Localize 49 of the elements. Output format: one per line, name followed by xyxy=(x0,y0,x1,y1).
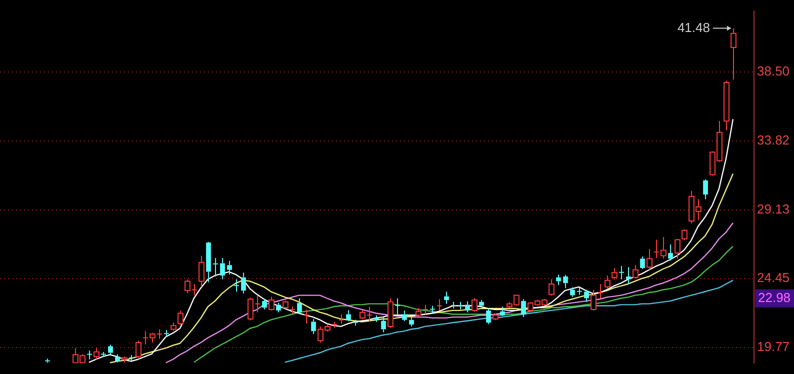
candlestick xyxy=(220,257,225,280)
candlestick xyxy=(458,301,464,310)
candlestick xyxy=(563,274,568,289)
candlestick xyxy=(430,305,436,314)
candlestick xyxy=(402,310,407,322)
candlestick xyxy=(668,244,673,261)
y-tick-label: 33.82 xyxy=(757,132,790,148)
candlestick xyxy=(598,283,604,299)
candlestick xyxy=(626,266,631,284)
y-tick-label: 19.77 xyxy=(757,338,790,354)
candlestick xyxy=(86,350,92,360)
candlestick xyxy=(262,298,267,310)
candlestick xyxy=(227,260,232,276)
y-tick-label: 29.13 xyxy=(757,201,790,216)
candlestick xyxy=(444,291,449,304)
candlestick xyxy=(115,354,120,363)
candlestick xyxy=(703,178,708,200)
candlestick xyxy=(338,314,344,324)
candlestick xyxy=(521,298,526,318)
candlestick xyxy=(618,266,624,280)
text: 22.98 xyxy=(758,290,791,305)
candlestick xyxy=(465,300,470,313)
y-tick-label: 38.50 xyxy=(757,64,790,79)
candlestick xyxy=(486,308,491,325)
candlestick xyxy=(409,316,414,327)
candlestick xyxy=(297,298,302,315)
candlestick xyxy=(332,321,338,328)
candlestick xyxy=(422,304,428,315)
candlestick xyxy=(394,298,400,315)
candlestick xyxy=(436,298,442,311)
candlestick xyxy=(584,289,589,302)
candlestick xyxy=(276,302,281,313)
candlestick xyxy=(311,318,316,334)
candlestick xyxy=(241,272,246,294)
candlestick xyxy=(128,354,134,362)
candlestick xyxy=(500,306,505,317)
y-tick-label: 24.45 xyxy=(757,270,790,286)
candlestick xyxy=(346,310,351,322)
candlestick xyxy=(352,319,358,326)
candlestick xyxy=(234,278,240,292)
candlestick xyxy=(381,316,386,333)
candlestick xyxy=(304,309,310,324)
candlestick xyxy=(640,256,645,270)
candlestick xyxy=(212,257,218,277)
annotation: 41.48 xyxy=(677,20,710,35)
candlestick xyxy=(556,274,561,286)
candlestick xyxy=(44,358,50,364)
candlestick xyxy=(108,344,113,355)
candlestick xyxy=(479,299,484,308)
